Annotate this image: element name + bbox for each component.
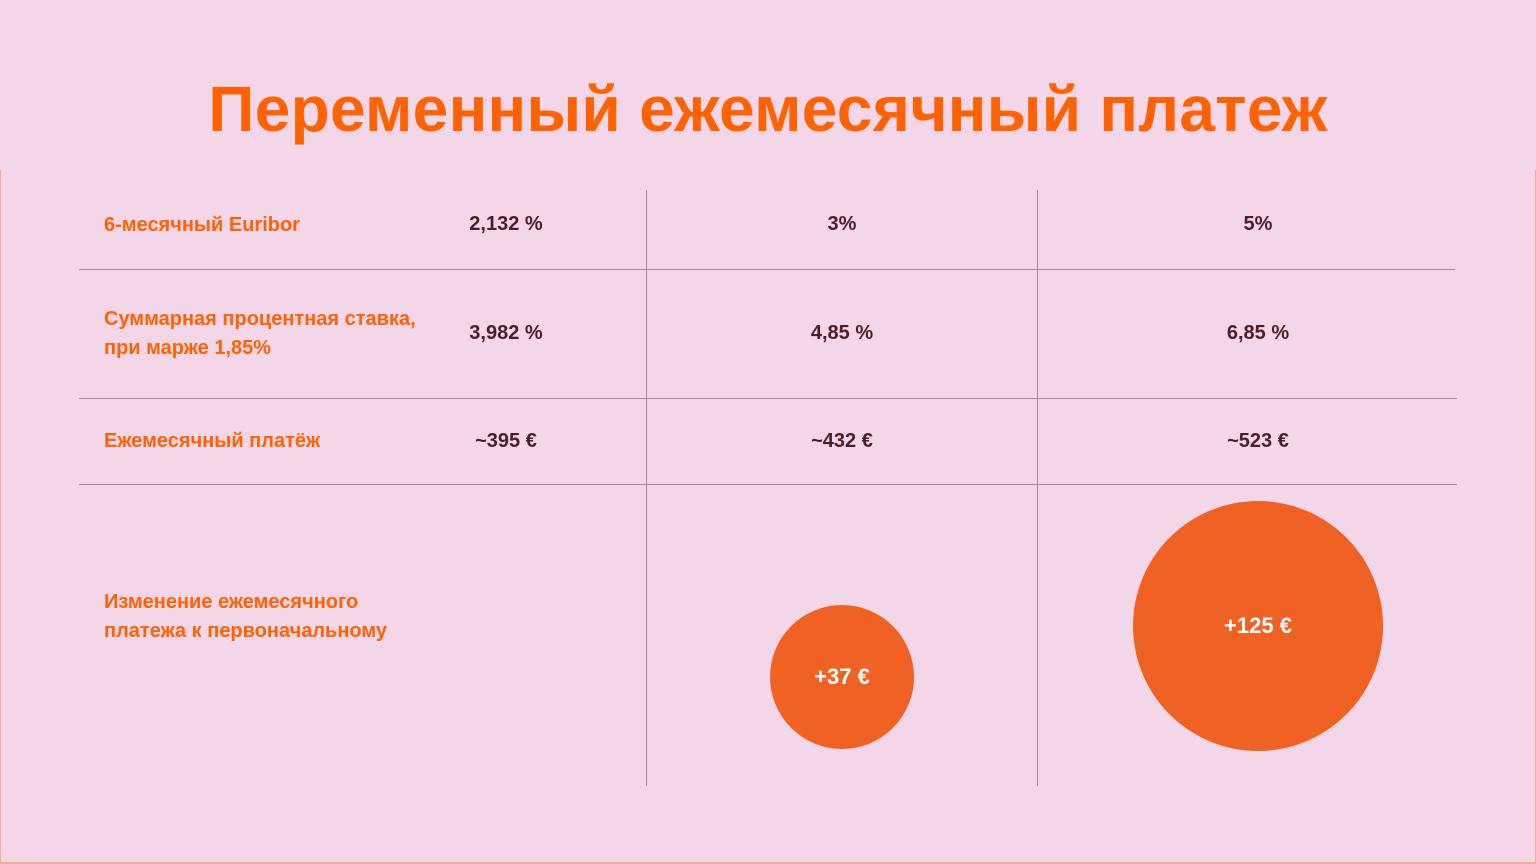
row-label-line: платежа к первоначальному <box>104 620 388 642</box>
cell-value: ~395 € <box>475 430 537 452</box>
cell-value: 3,982 % <box>469 322 543 344</box>
row-label-total-rate: Суммарная процентная ставка, при марже 1… <box>104 305 416 363</box>
row-label-line: Суммарная процентная ставка, <box>104 308 416 330</box>
row-divider <box>79 269 1455 270</box>
bubble-label: +125 € <box>1224 613 1292 638</box>
cell-value: 2,132 % <box>469 213 543 235</box>
cell-value: 5% <box>1243 213 1273 235</box>
cell-value: ~432 € <box>811 430 873 452</box>
row-label-monthly-payment: Ежемесячный платёж <box>104 430 321 452</box>
row-label-line: при марже 1,85% <box>104 337 272 359</box>
cell-value: 3% <box>827 213 857 235</box>
change-bubble-small: +37 € <box>770 605 914 749</box>
slide-edge-bottom <box>0 862 1536 864</box>
row-label-euribor: 6-месячный Euribor <box>104 214 300 236</box>
change-bubble-large: +125 € <box>1133 501 1383 751</box>
cell-value: ~523 € <box>1227 430 1289 452</box>
row-divider <box>79 398 1457 399</box>
bubble-label: +37 € <box>814 664 870 689</box>
row-divider <box>79 484 1457 485</box>
column-divider <box>646 190 647 786</box>
row-label-line: Изменение ежемесячного <box>104 591 359 613</box>
page-title: Переменный ежемесячный платеж <box>208 73 1328 145</box>
cell-value: 4,85 % <box>810 322 874 344</box>
cell-value: 6,85 % <box>1226 322 1290 344</box>
row-label-payment-change: Изменение ежемесячного платежа к первона… <box>104 588 387 646</box>
slide-edge-left <box>0 170 1 864</box>
column-divider <box>1037 190 1038 786</box>
